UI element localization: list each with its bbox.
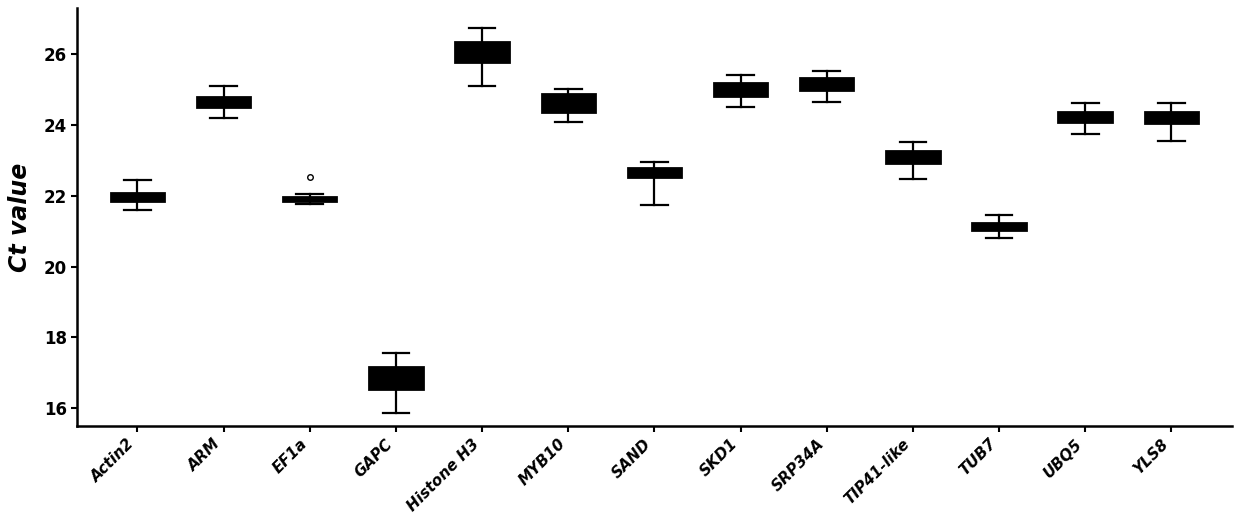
PathPatch shape (1145, 112, 1198, 123)
PathPatch shape (1059, 112, 1112, 122)
PathPatch shape (370, 367, 423, 388)
PathPatch shape (714, 84, 768, 96)
PathPatch shape (887, 150, 940, 163)
PathPatch shape (197, 98, 250, 106)
PathPatch shape (110, 193, 164, 201)
PathPatch shape (800, 78, 853, 90)
Y-axis label: Ct value: Ct value (9, 162, 32, 271)
PathPatch shape (972, 223, 1025, 230)
PathPatch shape (283, 197, 336, 201)
PathPatch shape (627, 168, 681, 177)
PathPatch shape (542, 94, 595, 112)
PathPatch shape (455, 42, 508, 62)
